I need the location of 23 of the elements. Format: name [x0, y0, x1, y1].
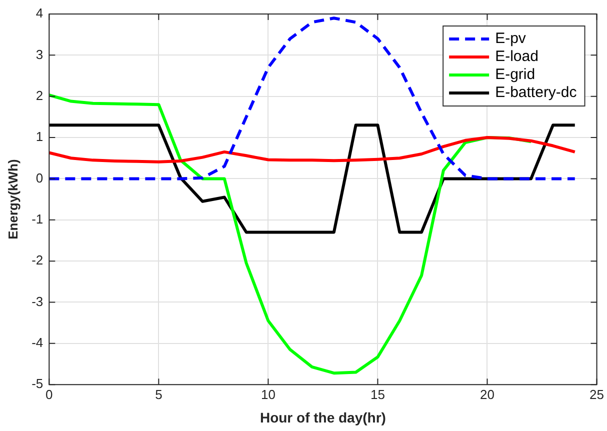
legend-label: E-grid — [495, 66, 536, 84]
x-tick-label: 15 — [370, 386, 385, 402]
y-tick-label: 0 — [36, 170, 44, 186]
y-tick-label: 2 — [36, 88, 44, 103]
legend-label: E-battery-dc — [495, 84, 578, 102]
x-tick-label: 25 — [590, 386, 604, 402]
x-tick-label: 20 — [480, 386, 494, 402]
y-tick-label: 1 — [36, 129, 44, 144]
x-axis-title: Hour of the day(hr) — [260, 409, 386, 426]
y-tick-label: 4 — [36, 6, 44, 21]
legend-label: E-load — [495, 48, 538, 66]
y-axis-title: Energy(kWh) — [5, 159, 20, 240]
y-tick-label: -4 — [32, 335, 44, 350]
x-tick-label: 10 — [260, 386, 276, 402]
y-tick-label: -3 — [32, 294, 44, 309]
legend-label: E-pv — [495, 30, 526, 48]
line-series — [49, 16, 576, 180]
y-tick-label: -5 — [32, 376, 44, 392]
x-tick-label: 5 — [155, 386, 162, 402]
y-tick-label: -2 — [32, 252, 44, 268]
y-tick-label: 3 — [36, 46, 44, 62]
y-tick-label: -1 — [32, 211, 44, 226]
x-tick-label: 0 — [46, 386, 53, 402]
